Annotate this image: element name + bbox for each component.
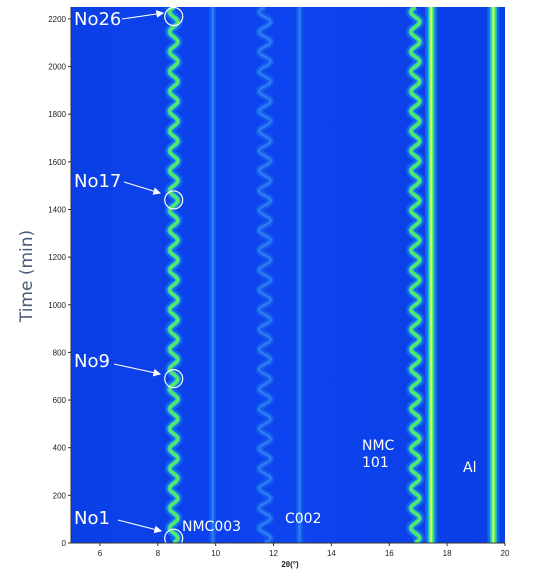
peak-label: NMC003 bbox=[182, 519, 241, 535]
y-tick-label: 1400 bbox=[48, 205, 66, 214]
plot-area bbox=[71, 6, 505, 548]
annotation-arrow bbox=[121, 10, 165, 20]
x-axis: 6 8 10 12 14 16 18 20 bbox=[71, 542, 510, 558]
x-tick-label: 6 bbox=[98, 549, 103, 558]
cycle-annotations: No26 No17 No9 No1 bbox=[74, 9, 165, 534]
peak-label: C002 bbox=[285, 511, 322, 527]
x-tick-label: 10 bbox=[211, 549, 220, 558]
x-tick-label: 8 bbox=[156, 549, 161, 558]
y-tick-label: 1200 bbox=[48, 253, 66, 262]
peak-labels: NMC003 C002 NMC 101 Al bbox=[182, 438, 476, 535]
cycle-annotation-label: No9 bbox=[74, 351, 110, 372]
y-tick-label: 200 bbox=[53, 491, 67, 500]
x-tick-label: 12 bbox=[269, 549, 278, 558]
cycle-marker-circle bbox=[164, 369, 184, 389]
y-axis-label: Time (min) bbox=[17, 230, 37, 323]
y-tick-label: 600 bbox=[53, 396, 67, 405]
y-tick-label: 400 bbox=[53, 444, 67, 453]
cycle-annotation-label: No26 bbox=[74, 9, 121, 30]
peak-trace-0 bbox=[164, 7, 183, 543]
cycle-marker-circle bbox=[164, 190, 184, 210]
annotation-arrow bbox=[117, 519, 163, 534]
y-tick-label: 800 bbox=[53, 348, 67, 357]
y-tick-label: 0 bbox=[62, 539, 67, 548]
peak-label: Al bbox=[463, 460, 476, 476]
y-tick-label: 1000 bbox=[48, 301, 66, 310]
peak-trace-2 bbox=[255, 7, 275, 543]
annotation-arrow bbox=[113, 363, 162, 377]
cycle-marker-circle bbox=[164, 6, 184, 27]
cycle-annotation-label: No17 bbox=[74, 171, 121, 192]
x-axis-label: 2θ(°) bbox=[281, 560, 299, 569]
y-tick-label: 2200 bbox=[48, 15, 66, 24]
x-tick-label: 18 bbox=[443, 549, 452, 558]
y-axis: 0 200 400 600 800 1000 1200 1400 1600 1800 2000 220… bbox=[48, 7, 72, 548]
plot-background bbox=[71, 7, 505, 543]
x-tick-label: 20 bbox=[501, 549, 510, 558]
y-tick-label: 1800 bbox=[48, 110, 66, 119]
cycle-annotation-label: No1 bbox=[74, 508, 110, 529]
y-tick-label: 2000 bbox=[48, 63, 66, 72]
annotation-arrow bbox=[123, 181, 162, 195]
cycle-marker-circle bbox=[164, 528, 184, 548]
x-tick-label: 16 bbox=[385, 549, 394, 558]
y-tick-label: 1600 bbox=[48, 158, 66, 167]
x-tick-label: 14 bbox=[327, 549, 336, 558]
peak-trace-4 bbox=[405, 7, 425, 543]
peak-label: NMC 101 bbox=[362, 438, 395, 471]
